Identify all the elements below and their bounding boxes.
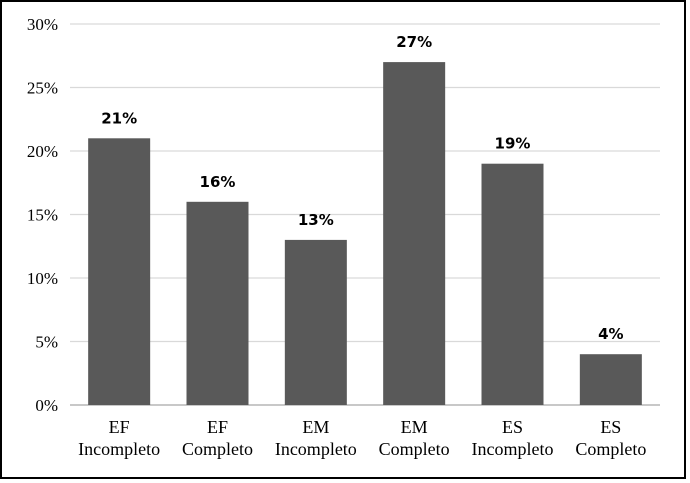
- x-tick-label: EF: [207, 417, 228, 437]
- x-tick-label: EF: [109, 417, 130, 437]
- x-tick-label: Incompleto: [472, 439, 554, 459]
- bar: [579, 354, 642, 405]
- data-label: 13%: [298, 211, 334, 229]
- y-tick-label: 0%: [35, 396, 58, 415]
- data-label: 19%: [495, 135, 531, 153]
- x-tick-label: Completo: [379, 439, 450, 459]
- x-tick-label: Completo: [575, 439, 646, 459]
- data-label: 16%: [200, 173, 236, 191]
- x-tick-label: Incompleto: [78, 439, 160, 459]
- y-tick-label: 30%: [27, 15, 58, 34]
- x-tick-label: Completo: [182, 439, 253, 459]
- x-tick-label: ES: [600, 417, 621, 437]
- x-tick-label: ES: [502, 417, 523, 437]
- y-tick-label: 20%: [27, 142, 58, 161]
- data-label: 27%: [396, 33, 432, 51]
- bar: [481, 163, 544, 405]
- data-label: 21%: [101, 109, 137, 127]
- bar: [284, 239, 347, 405]
- y-tick-label: 10%: [27, 269, 58, 288]
- y-tick-label: 25%: [27, 79, 58, 98]
- data-label: 4%: [598, 325, 623, 343]
- x-tick-label: EM: [302, 417, 329, 437]
- bar: [383, 62, 446, 405]
- bar: [186, 201, 249, 405]
- y-tick-label: 15%: [27, 206, 58, 225]
- x-tick-label: Incompleto: [275, 439, 357, 459]
- y-tick-label: 5%: [35, 333, 58, 352]
- bar: [88, 138, 151, 406]
- x-tick-label: EM: [401, 417, 428, 437]
